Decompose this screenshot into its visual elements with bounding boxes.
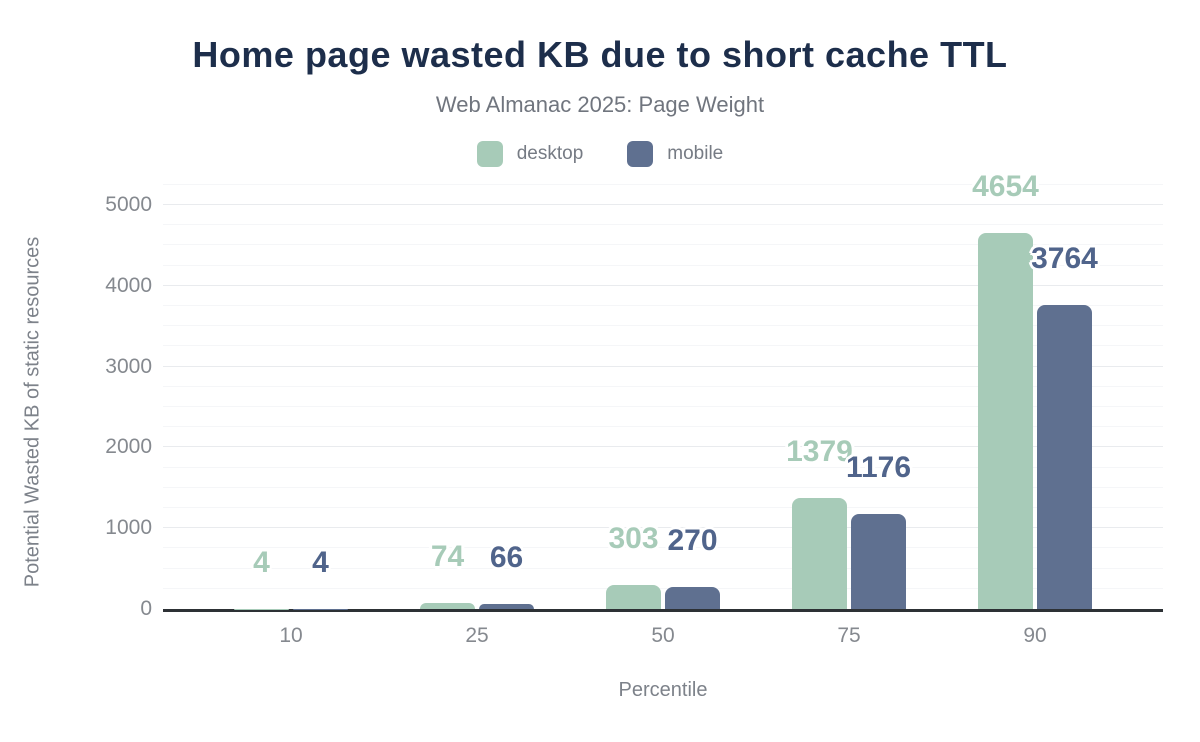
major-gridline-1000 — [163, 527, 1163, 529]
minor-gridline-500 — [163, 567, 1163, 569]
plot-area: 4 4 10 74 66 25 303 270 50 1379 1176 75 4654 3764 90 — [163, 171, 1163, 647]
value-label-mobile-p25: 66 — [489, 540, 524, 574]
y-axis-tick-labels: 0 1000 2000 3000 4000 5000 — [0, 178, 152, 620]
major-gridline-3000 — [163, 365, 1163, 367]
legend-swatch-desktop — [476, 141, 503, 167]
y-tick-label-2000: 2000 — [105, 435, 152, 459]
y-tick-label-1000: 1000 — [105, 516, 152, 540]
legend-swatch-mobile — [627, 141, 654, 167]
y-tick-label-0: 0 — [140, 597, 152, 620]
minor-gridline-4750 — [163, 224, 1163, 226]
bar-desktop-p25[interactable] — [420, 603, 475, 609]
minor-gridline-3750 — [163, 305, 1163, 306]
x-tick-label-90: 90 — [1023, 624, 1047, 647]
bar-mobile-p90[interactable] — [1037, 304, 1092, 609]
legend-label-mobile: mobile — [667, 143, 724, 164]
minor-gridline-4500 — [163, 244, 1163, 246]
y-tick-label-3000: 3000 — [105, 354, 152, 378]
minor-gridline-2750 — [163, 385, 1163, 387]
y-tick-label-5000: 5000 — [105, 193, 152, 216]
minor-gridline-750 — [163, 547, 1163, 549]
bar-mobile-p25[interactable] — [479, 603, 534, 609]
chart-subtitle: Web Almanac 2025: Page Weight — [435, 92, 765, 117]
minor-gridline-3250 — [163, 345, 1163, 347]
value-label-desktop-p25: 74 — [430, 540, 465, 574]
x-tick-label-50: 50 — [651, 624, 675, 647]
bar-mobile-p50[interactable] — [665, 587, 720, 609]
value-label-mobile-p50: 270 — [667, 524, 718, 558]
minor-gridline-250 — [163, 587, 1163, 589]
bar-desktop-p50[interactable] — [606, 584, 661, 609]
bar-desktop-p90[interactable] — [978, 232, 1033, 609]
chart-title: Home page wasted KB due to short cache T… — [192, 34, 1008, 75]
minor-gridline-2500 — [163, 406, 1163, 407]
minor-gridline-2250 — [163, 426, 1163, 428]
minor-gridline-1750 — [163, 466, 1163, 468]
legend: desktop mobile — [0, 141, 1200, 167]
minor-gridline-3500 — [163, 325, 1163, 327]
x-tick-label-10: 10 — [279, 624, 303, 647]
value-label-mobile-p10: 4 — [312, 545, 329, 579]
legend-item-desktop[interactable]: desktop — [476, 141, 584, 167]
value-label-mobile-p75: 1176 — [845, 450, 912, 484]
x-axis-title: Percentile — [618, 679, 708, 701]
value-label-desktop-p75: 1379 — [786, 434, 853, 468]
x-tick-label-75: 75 — [837, 624, 861, 647]
value-label-mobile-p90: 3764 — [1031, 241, 1098, 275]
minor-gridline-1500 — [163, 486, 1163, 488]
value-label-desktop-p50: 303 — [608, 521, 659, 555]
minor-gridline-4250 — [163, 264, 1163, 266]
bar-mobile-p75[interactable] — [851, 513, 906, 609]
major-gridline-4000 — [163, 284, 1163, 286]
value-label-desktop-p90: 4654 — [972, 169, 1039, 203]
x-tick-label-25: 25 — [465, 624, 489, 647]
value-label-desktop-p10: 4 — [253, 545, 270, 579]
minor-gridline-5250 — [163, 183, 1163, 185]
y-tick-label-4000: 4000 — [105, 273, 152, 297]
legend-label-desktop: desktop — [516, 143, 584, 164]
major-gridline-5000 — [163, 204, 1163, 205]
legend-item-mobile[interactable]: mobile — [627, 141, 723, 167]
minor-gridline-1250 — [163, 507, 1163, 508]
bar-desktop-p75[interactable] — [792, 497, 847, 609]
major-gridline-2000 — [163, 446, 1163, 448]
